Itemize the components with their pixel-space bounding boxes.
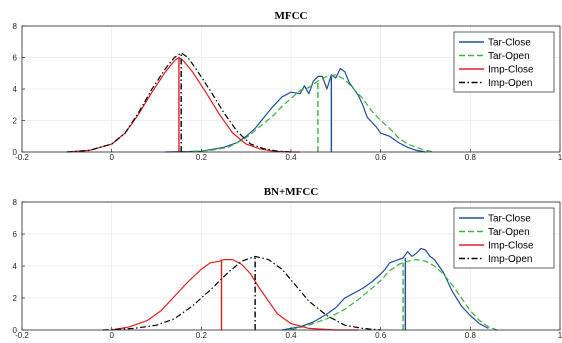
legend-label-imp-open: Imp-Open xyxy=(488,78,532,89)
y-tick-label: 0 xyxy=(13,148,18,157)
x-tick-label: 0.4 xyxy=(285,331,297,340)
chart-title: BN+MFCC xyxy=(264,186,319,198)
series-line-tar-close xyxy=(165,67,426,153)
series-line-imp-open xyxy=(102,255,381,331)
legend: Tar-Close Tar-Open Imp-Close Imp-Open xyxy=(453,207,555,269)
x-tick-label: 1 xyxy=(558,331,562,340)
x-tick-label: 0.2 xyxy=(196,331,208,340)
series-line-tar-close xyxy=(281,247,489,331)
y-tick-label: 6 xyxy=(13,54,18,63)
x-tick-label: 0.8 xyxy=(465,153,477,162)
legend-label-tar-open: Tar-Open xyxy=(488,51,530,62)
y-tick-label: 0 xyxy=(13,326,18,335)
x-tick-label: 0.2 xyxy=(196,153,208,162)
y-tick-label: 4 xyxy=(13,262,18,271)
x-tick-label: 0.8 xyxy=(465,331,477,340)
series-line-tar-open xyxy=(183,74,435,153)
x-tick-label: 0.4 xyxy=(285,153,297,162)
x-tick-label: -0.2 xyxy=(15,331,29,340)
chart-panel-2: -0.2 0 0.2 0.4 0.6 0.8 102468BN+MFCCTar-CloseT… xyxy=(13,186,562,340)
x-tick-label: 0.6 xyxy=(375,153,387,162)
legend-label-imp-open: Imp-Open xyxy=(488,254,532,265)
series-line-imp-close xyxy=(111,259,359,331)
y-tick-label: 8 xyxy=(13,22,18,31)
y-tick-label: 8 xyxy=(13,198,18,207)
x-tick-label: 1 xyxy=(558,153,562,162)
x-tick-label: 0 xyxy=(109,331,114,340)
y-tick-label: 2 xyxy=(13,294,18,303)
legend-label-imp-close: Imp-Close xyxy=(488,241,534,252)
y-tick-label: 4 xyxy=(13,85,18,94)
x-tick-label: -0.2 xyxy=(15,153,29,162)
x-tick-label: 0 xyxy=(109,153,114,162)
legend-label-imp-close: Imp-Close xyxy=(488,65,534,76)
chart-title: MFCC xyxy=(275,10,308,22)
y-tick-label: 6 xyxy=(13,230,18,239)
x-tick-label: 0.6 xyxy=(375,331,387,340)
y-tick-label: 2 xyxy=(13,117,18,126)
legend-label-tar-close: Tar-Close xyxy=(488,38,531,49)
series-line-tar-open xyxy=(290,259,498,331)
legend-label-tar-open: Tar-Open xyxy=(488,227,530,238)
series-line-imp-open xyxy=(66,52,292,153)
legend-label-tar-close: Tar-Close xyxy=(488,214,531,225)
chart-panel-1: -0.2 0 0.2 0.4 0.6 0.8 102468MFCCTar-CloseTar-… xyxy=(13,10,562,162)
legend: Tar-Close Tar-Open Imp-Close Imp-Open xyxy=(453,31,555,93)
